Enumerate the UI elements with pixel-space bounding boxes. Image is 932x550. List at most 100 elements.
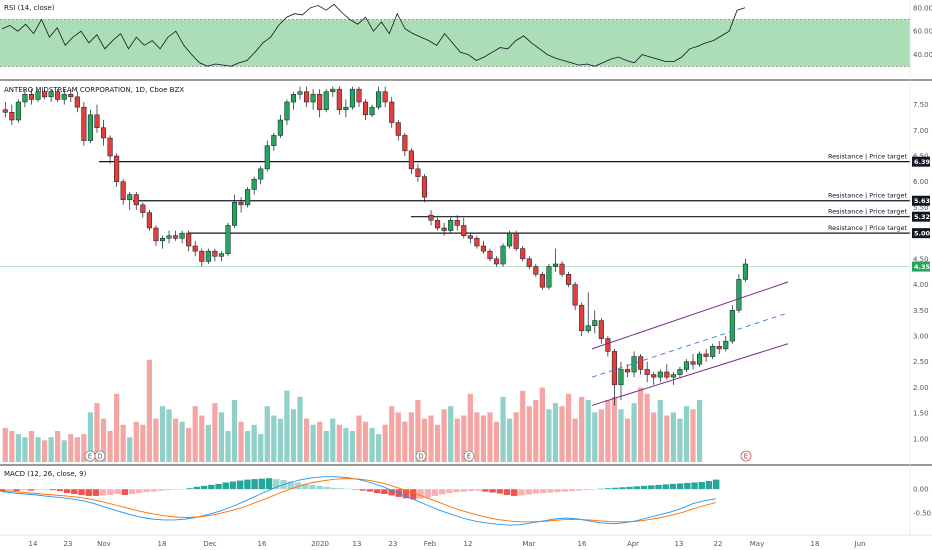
candle[interactable] bbox=[624, 369, 631, 373]
candle[interactable] bbox=[87, 114, 93, 141]
candle[interactable] bbox=[474, 238, 480, 247]
channel-upper-line[interactable] bbox=[591, 281, 789, 350]
candle[interactable] bbox=[336, 88, 342, 110]
candle[interactable] bbox=[710, 346, 716, 357]
candle[interactable] bbox=[15, 101, 21, 121]
candle[interactable] bbox=[631, 356, 637, 373]
candle[interactable] bbox=[22, 94, 28, 103]
candle[interactable] bbox=[179, 232, 185, 239]
candle[interactable] bbox=[343, 106, 349, 110]
candle[interactable] bbox=[651, 374, 657, 378]
candle[interactable] bbox=[81, 106, 87, 141]
candle[interactable] bbox=[664, 371, 670, 378]
candle[interactable] bbox=[657, 371, 663, 378]
candle[interactable] bbox=[533, 266, 539, 275]
candle[interactable] bbox=[697, 353, 703, 365]
candle[interactable] bbox=[362, 101, 369, 116]
candle[interactable] bbox=[435, 220, 441, 229]
candle[interactable] bbox=[199, 250, 205, 262]
candle[interactable] bbox=[605, 338, 611, 352]
candle[interactable] bbox=[428, 214, 434, 221]
candle[interactable] bbox=[114, 155, 120, 182]
candle[interactable] bbox=[323, 91, 329, 110]
candle[interactable] bbox=[127, 194, 133, 200]
candle[interactable] bbox=[264, 145, 270, 170]
candle[interactable] bbox=[186, 232, 192, 247]
candle[interactable] bbox=[487, 250, 493, 260]
candle[interactable] bbox=[153, 227, 159, 242]
candle[interactable] bbox=[448, 220, 454, 231]
candle[interactable] bbox=[330, 88, 336, 92]
candle[interactable] bbox=[382, 91, 388, 103]
candle[interactable] bbox=[356, 88, 362, 103]
candle[interactable] bbox=[461, 225, 467, 236]
candle[interactable] bbox=[317, 94, 323, 110]
candle[interactable] bbox=[146, 212, 152, 229]
candle[interactable] bbox=[716, 346, 722, 350]
candle[interactable] bbox=[690, 361, 696, 365]
candle[interactable] bbox=[638, 356, 644, 370]
candle[interactable] bbox=[723, 340, 729, 350]
candle[interactable] bbox=[566, 274, 572, 285]
candle[interactable] bbox=[100, 127, 107, 139]
candle[interactable] bbox=[212, 250, 218, 257]
candle[interactable] bbox=[736, 279, 742, 311]
candle[interactable] bbox=[500, 245, 506, 265]
candle[interactable] bbox=[493, 258, 500, 265]
event-marker[interactable] bbox=[463, 450, 475, 462]
candle[interactable] bbox=[9, 112, 15, 121]
candle[interactable] bbox=[140, 204, 146, 213]
candle[interactable] bbox=[585, 325, 591, 332]
candle[interactable] bbox=[395, 122, 401, 136]
candle[interactable] bbox=[579, 304, 585, 332]
candle[interactable] bbox=[107, 137, 113, 157]
candle[interactable] bbox=[552, 263, 559, 267]
candle[interactable] bbox=[218, 253, 224, 257]
candle[interactable] bbox=[42, 91, 48, 98]
event-marker[interactable] bbox=[740, 450, 752, 462]
candle[interactable] bbox=[467, 235, 473, 239]
candle[interactable] bbox=[192, 245, 198, 252]
candle[interactable] bbox=[258, 168, 264, 180]
candle[interactable] bbox=[546, 266, 552, 288]
candle[interactable] bbox=[120, 181, 126, 200]
candle[interactable] bbox=[454, 220, 460, 226]
candle[interactable] bbox=[376, 91, 382, 108]
candle[interactable] bbox=[513, 232, 519, 249]
candle[interactable] bbox=[205, 250, 211, 262]
candle[interactable] bbox=[408, 150, 414, 170]
candle[interactable] bbox=[677, 369, 683, 375]
candle[interactable] bbox=[61, 94, 67, 100]
candle[interactable] bbox=[238, 202, 244, 206]
candle[interactable] bbox=[742, 263, 748, 280]
candle[interactable] bbox=[611, 351, 617, 386]
candle[interactable] bbox=[644, 369, 650, 375]
candle[interactable] bbox=[441, 227, 447, 231]
candle[interactable] bbox=[297, 91, 303, 95]
candle[interactable] bbox=[310, 94, 316, 103]
channel-median-line[interactable] bbox=[591, 312, 789, 378]
candle[interactable] bbox=[284, 101, 290, 121]
candle[interactable] bbox=[55, 91, 61, 100]
candle[interactable] bbox=[166, 235, 172, 239]
candle[interactable] bbox=[683, 361, 690, 370]
candle[interactable] bbox=[729, 310, 735, 342]
event-marker[interactable] bbox=[415, 450, 427, 462]
candle[interactable] bbox=[251, 178, 257, 190]
candle[interactable] bbox=[592, 320, 598, 326]
candle[interactable] bbox=[572, 284, 578, 306]
candle[interactable] bbox=[520, 248, 526, 260]
candle[interactable] bbox=[670, 374, 676, 378]
candle[interactable] bbox=[618, 369, 624, 386]
candle[interactable] bbox=[48, 91, 54, 98]
candle[interactable] bbox=[421, 176, 428, 198]
candle[interactable] bbox=[2, 109, 8, 113]
candle[interactable] bbox=[389, 101, 395, 123]
candle[interactable] bbox=[68, 94, 74, 98]
candle[interactable] bbox=[304, 91, 310, 103]
candle[interactable] bbox=[703, 353, 709, 357]
candle[interactable] bbox=[539, 274, 545, 288]
candle[interactable] bbox=[526, 258, 532, 267]
candle[interactable] bbox=[225, 225, 231, 254]
